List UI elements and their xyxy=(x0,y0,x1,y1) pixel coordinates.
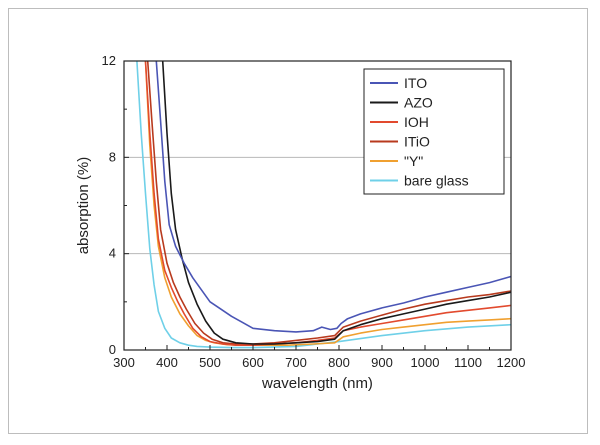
y-tick-label: 0 xyxy=(109,342,116,357)
legend-label: ITO xyxy=(404,75,427,91)
legend-label: bare glass xyxy=(404,173,469,189)
series-line-ito xyxy=(155,61,511,333)
absorption-chart: 300 400 500 600 700 800 900 1000 1100 1200 0 4 8 12 w… xyxy=(75,53,526,392)
x-axis-label: wavelength (nm) xyxy=(261,375,373,392)
tick-layer: 300 400 500 600 700 800 900 1000 1100 1200 0 4 8 12 xyxy=(102,53,526,370)
x-tick-label: 1000 xyxy=(411,355,440,370)
legend-box xyxy=(363,68,505,195)
x-tick-label: 1200 xyxy=(497,355,526,370)
y-tick-label: 4 xyxy=(109,246,116,261)
legend-label: AZO xyxy=(404,95,433,111)
x-tick-label: 1100 xyxy=(454,355,482,370)
x-tick-label: 600 xyxy=(242,355,264,370)
y-tick-label: 8 xyxy=(109,149,116,164)
series-line-bare-glass xyxy=(136,61,511,349)
legend-label: IOH xyxy=(404,114,429,130)
y-axis-label: absorption (%) xyxy=(75,157,92,255)
x-tick-label: 900 xyxy=(371,355,393,370)
x-tick-label: 300 xyxy=(113,355,135,370)
x-tick-label: 700 xyxy=(285,355,307,370)
legend-label: ITiO xyxy=(404,134,430,150)
x-tick-label: 500 xyxy=(199,355,221,370)
y-tick-label: 12 xyxy=(102,53,116,68)
x-tick-label: 800 xyxy=(328,355,350,370)
legend: ITO AZO IOH ITiO "Y" bare glass xyxy=(363,68,505,195)
legend-label: "Y" xyxy=(404,153,423,169)
chart-frame: 300 400 500 600 700 800 900 1000 1100 1200 0 4 8 12 w… xyxy=(8,8,588,434)
x-tick-label: 400 xyxy=(156,355,178,370)
